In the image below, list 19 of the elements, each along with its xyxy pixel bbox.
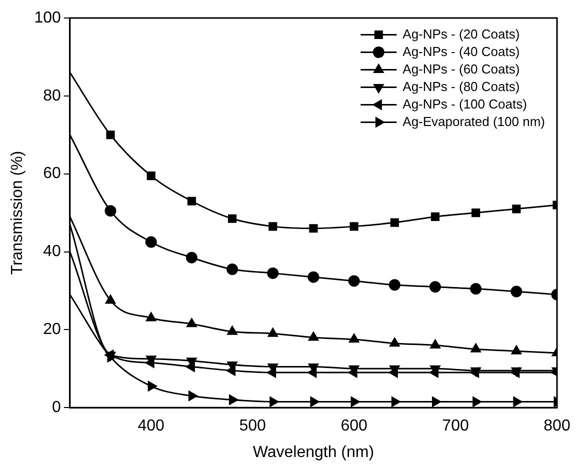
legend-label: Ag-NPs - (60 Coats)	[402, 61, 520, 76]
x-tick-label: 700	[442, 418, 469, 435]
legend-label: Ag-NPs - (40 Coats)	[402, 44, 520, 59]
legend-label: Ag-NPs - (20 Coats)	[402, 26, 520, 42]
legend-label: Ag-Evaporated (100 nm)	[402, 114, 546, 129]
x-tick-label: 800	[544, 418, 570, 435]
x-axis-title: Wavelength (nm)	[252, 444, 374, 461]
x-tick-label: 500	[239, 418, 266, 435]
x-tick-label: 600	[340, 418, 368, 435]
y-tick-label: 0	[52, 399, 61, 416]
y-tick-label: 40	[43, 243, 61, 260]
y-tick-label: 80	[43, 87, 61, 104]
y-axis-title: Transmission (%)	[9, 150, 26, 275]
legend-label: Ag-NPs - (80 Coats)	[402, 78, 520, 94]
y-tick-label: 60	[43, 165, 61, 182]
legend-label: Ag-NPs - (100 Coats)	[402, 96, 527, 112]
x-tick-label: 400	[138, 418, 165, 435]
y-tick-label: 20	[43, 321, 61, 338]
y-tick-label: 100	[34, 9, 61, 26]
